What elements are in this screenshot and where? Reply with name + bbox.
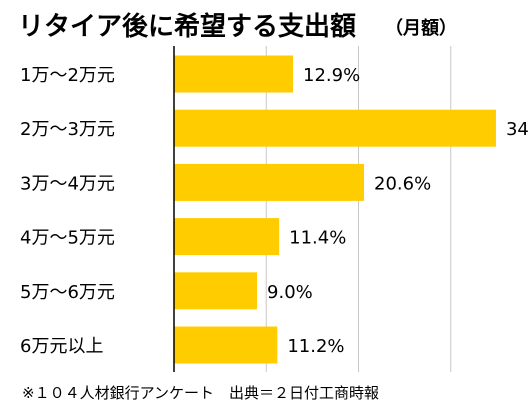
category-label: 3万～4万元 <box>20 173 115 194</box>
labels: 1万～2万元 12.9% 2万～3万元 34.9% 3万～4万元 20.6% 4万～5万元 1… <box>20 65 530 357</box>
value-label: 9.0% <box>267 282 313 303</box>
bar <box>174 326 278 364</box>
value-label: 11.2% <box>287 336 344 357</box>
bars <box>174 55 496 364</box>
value-label: 12.9% <box>303 65 360 86</box>
category-label: 6万元以上 <box>20 336 103 357</box>
bar <box>174 272 258 310</box>
bar <box>174 163 365 201</box>
bar <box>174 218 280 256</box>
chart-unit-label: （月額） <box>385 17 457 39</box>
footer-source: ※１０４人材銀行アンケート 出典＝２日付工商時報 <box>22 384 379 402</box>
category-label: 5万～6万元 <box>20 282 115 303</box>
bar <box>174 109 496 147</box>
value-label: 34.9% <box>506 119 530 140</box>
category-label: 2万～3万元 <box>20 119 115 140</box>
category-label: 1万～2万元 <box>20 65 115 86</box>
category-label: 4万～5万元 <box>20 228 115 249</box>
bar <box>174 55 294 93</box>
value-label: 11.4% <box>289 228 346 249</box>
grid-lines <box>265 46 452 372</box>
value-label: 20.6% <box>374 173 431 194</box>
chart-title: リタイア後に希望する支出額 <box>18 11 356 42</box>
